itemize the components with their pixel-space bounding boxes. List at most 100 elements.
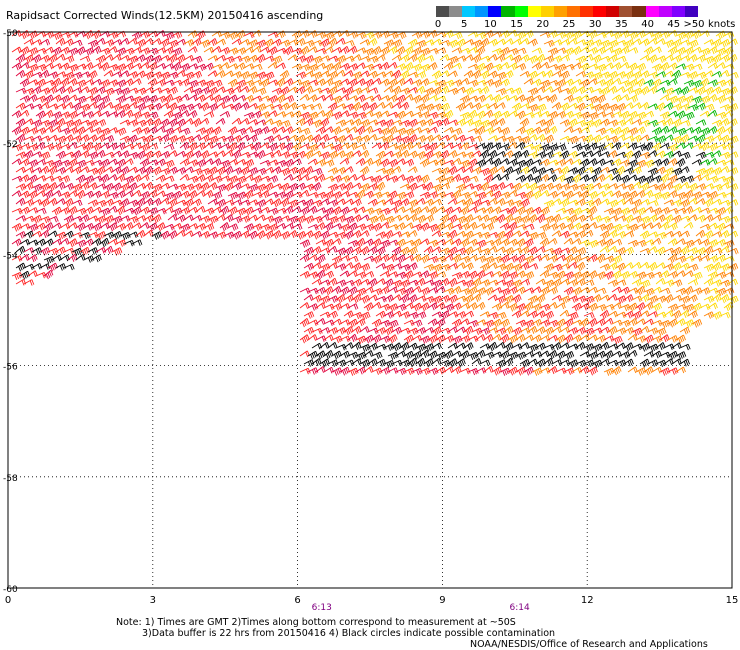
barb-feather [389,40,393,46]
barb-feather [34,58,37,64]
barb-feather [31,96,35,103]
barb-feather [345,47,348,53]
barb-feather [702,98,706,104]
barb-feather [283,72,287,79]
barb-feather [583,39,587,45]
barb-feather [398,114,401,120]
barb-feather [271,97,275,103]
barb-feather [722,62,726,68]
wind-barb [487,38,499,47]
barb-feather [224,33,227,40]
barb-feather [423,71,427,77]
barb-feather [287,80,291,87]
wind-barb [255,119,267,126]
wind-barb [651,78,662,88]
barb-staff [223,56,233,61]
barb-feather [577,47,580,53]
barb-feather [29,104,33,110]
barb-staff [507,29,516,37]
wind-barb [227,31,239,40]
barb-feather [661,65,665,72]
barb-feather [235,31,239,38]
barb-feather [23,129,27,135]
barb-feather [665,95,669,102]
wind-barb [723,95,735,103]
barb-feather [459,105,463,111]
barb-staff [239,39,248,45]
barb-feather [625,47,628,53]
barb-staff [111,53,120,61]
barb-feather [576,113,579,120]
barb-feather [126,38,130,44]
barb-feather [26,46,30,52]
barb-feather [219,72,223,79]
barb-feather [68,57,71,63]
barb-feather [507,78,510,85]
barb-feather [486,66,489,72]
barb-feather [447,103,451,109]
barb-feather [721,48,725,55]
barb-feather [691,56,695,63]
barb-feather [553,48,557,54]
barb-staff [255,54,264,61]
barb-feather [304,81,308,88]
wind-barb [451,62,463,70]
wind-barb [67,47,79,56]
barb-feather [54,54,58,60]
barb-feather [64,129,67,135]
barb-feather [401,47,404,53]
barb-feather [116,89,120,96]
wind-barb [59,62,70,71]
barb-feather [71,113,75,119]
barb-feather [675,41,679,47]
wind-barb [683,46,695,56]
barb-feather [253,72,257,78]
barb-feather [349,88,353,94]
wind-barb [191,55,203,64]
wind-barb [579,62,590,72]
barb-staff [155,47,165,53]
wind-barb [451,47,463,54]
barb-feather [90,90,94,96]
barb-feather [693,72,697,78]
barb-feather [241,63,245,70]
wind-barb [127,87,139,95]
barb-staff [699,47,709,53]
barb-feather [59,88,63,95]
barb-feather [681,48,685,54]
barb-feather [562,74,565,80]
barb-feather [513,111,517,118]
barb-feather [202,42,206,48]
wind-barb [155,30,166,37]
wind-barb [267,31,279,39]
barb-feather [469,120,473,126]
barb-feather [413,55,416,61]
barb-feather [69,39,73,46]
barb-feather [692,105,696,112]
barb-feather [373,103,377,110]
barb-feather [54,34,58,40]
barb-feather [40,129,43,135]
barb-feather [734,118,738,124]
barb-feather [334,38,338,44]
barb-feather [600,65,604,72]
barb-feather [425,95,428,101]
barb-feather [225,112,229,118]
barb-feather [633,112,637,118]
barb-feather [225,63,228,69]
barb-feather [185,80,189,86]
barb-feather [718,98,722,104]
wind-barb [267,79,279,86]
barb-feather [720,81,723,87]
barb-feather [639,32,643,39]
barb-feather [144,97,147,103]
barb-staff [159,54,168,61]
barb-feather [565,71,569,78]
wind-barb [575,39,587,46]
barb-feather [512,49,516,56]
barb-feather [65,96,69,102]
wind-barb [675,63,687,70]
barb-feather [274,46,278,52]
barb-feather [204,41,207,47]
barb-staff [555,31,565,37]
